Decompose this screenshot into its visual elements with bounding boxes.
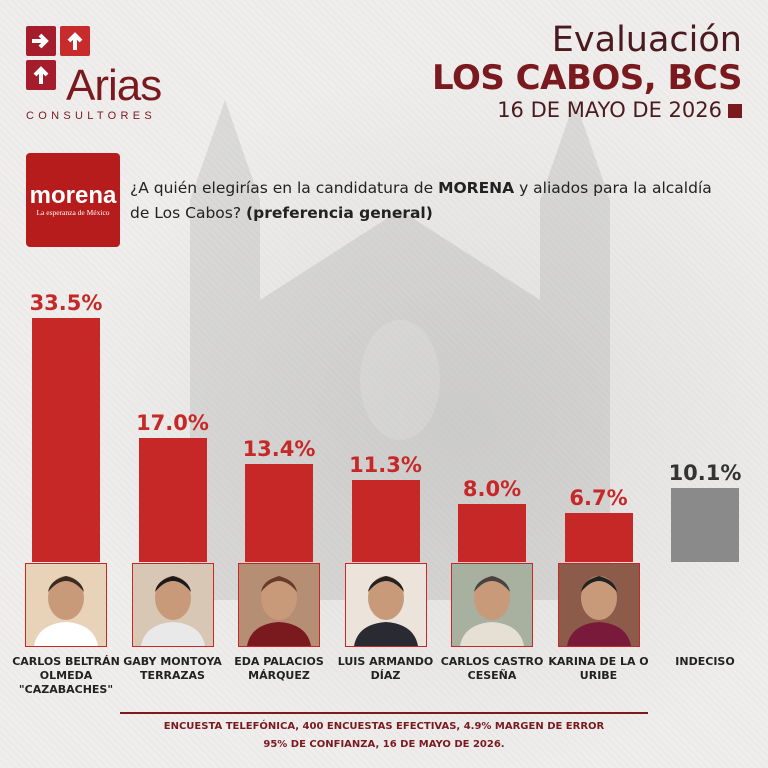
question-qualifier: (preferencia general) [246, 204, 433, 222]
bar-candidate [564, 513, 633, 562]
bar-candidate [245, 464, 313, 562]
data-label: 8.0% [462, 476, 522, 501]
candidate-name: GABY MONTOYA TERRAZAS [123, 655, 222, 682]
candidate-name: CARLOS CASTRO CESEÑA [440, 655, 544, 682]
date-title: 16 DE MAYO DE 2026 [432, 96, 742, 124]
question-party: MORENA [438, 179, 515, 197]
question-text-2: y aliados para la alcaldía de Los Cabos? [130, 179, 712, 222]
bar-candidate [32, 318, 100, 562]
footer-divider [120, 712, 648, 714]
data-label: 6.7% [569, 486, 628, 511]
data-label: 33.5% [29, 291, 103, 315]
party-name: morena [29, 182, 117, 209]
data-label: 17.0% [136, 411, 209, 436]
page-title: Evaluación [551, 20, 742, 60]
candidate-photo [451, 563, 533, 647]
survey-question: ¿A quién elegirías en la candidatura de … [130, 176, 730, 226]
data-label: 11.3% [349, 452, 422, 477]
candidate-photo [131, 563, 214, 647]
candidate-photo [25, 563, 107, 647]
data-label: 10.1% [668, 461, 742, 486]
data-label: 13.4% [242, 437, 316, 462]
location-title: LOS CABOS, BCS [432, 58, 743, 98]
party-tagline: La esperanza de México [36, 208, 110, 217]
arrow-up-icon [26, 60, 56, 90]
logo-name: Arias [66, 61, 162, 110]
date-text: 16 DE MAYO DE 2026 [497, 98, 722, 122]
candidate-name: EDA PALACIOS MÁRQUEZ [234, 655, 324, 682]
candidate-photo [238, 563, 320, 647]
square-icon [728, 104, 742, 118]
party-logo: morena La esperanza de México [26, 153, 120, 247]
arrow-up-icon [60, 26, 90, 56]
candidate-photo [344, 563, 427, 647]
bar-undecided [671, 488, 739, 562]
bar-candidate [138, 438, 207, 562]
footer-line-2: 95% DE CONFIANZA, 16 DE MAYO DE 2026. [263, 739, 505, 750]
bar-candidate [351, 479, 420, 562]
title-block: Evaluación LOS CABOS, BCS 16 DE MAYO DE … [432, 20, 743, 124]
candidate-name: INDECISO [675, 655, 735, 668]
arias-logo: Arias CONSULTORES [26, 26, 196, 126]
candidate-name: KARINA DE LA O URIBE [548, 655, 649, 682]
arrow-right-icon [26, 26, 56, 56]
footer-note: ENCUESTA TELEFÓNICA, 400 ENCUESTAS EFECT… [100, 718, 668, 754]
question-text-1: ¿A quién elegirías en la candidatura de [130, 179, 439, 197]
candidate-photo [557, 563, 640, 647]
footer-line-1: ENCUESTA TELEFÓNICA, 400 ENCUESTAS EFECT… [163, 721, 605, 732]
candidate-name: LUIS ARMANDO DÍAZ [337, 655, 434, 682]
bar-candidate [458, 503, 526, 562]
candidate-name: CARLOS BELTRÁN OLMEDA "CAZABACHES" [12, 655, 120, 696]
logo-subtitle: CONSULTORES [26, 110, 157, 122]
